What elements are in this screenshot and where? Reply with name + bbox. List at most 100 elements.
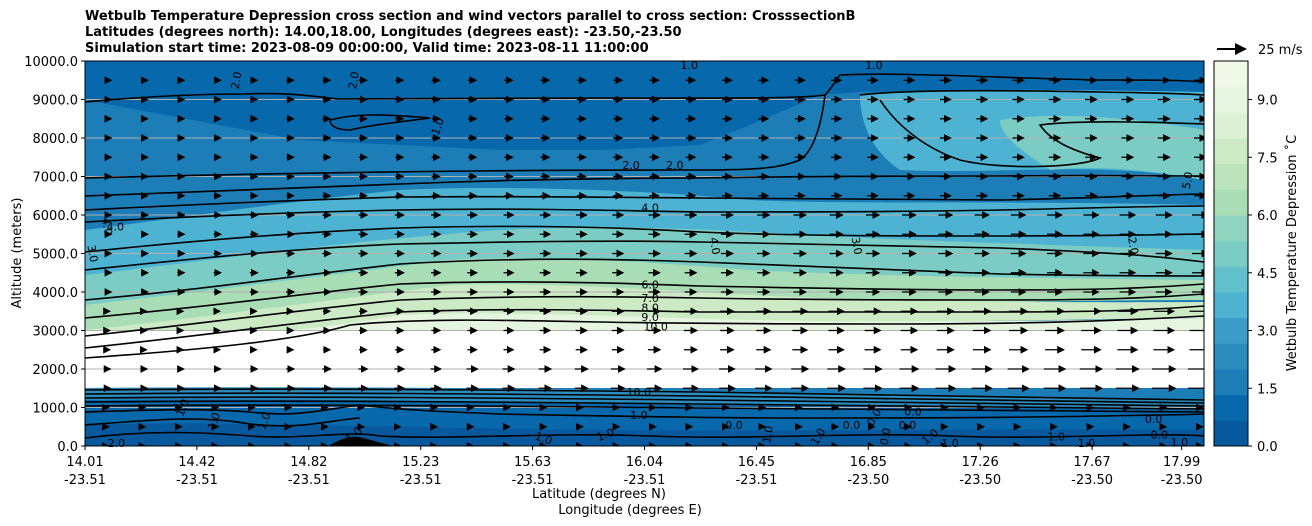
colorbar-segment xyxy=(1214,163,1248,190)
contour-label: 0.0 xyxy=(878,427,894,446)
contour-line xyxy=(328,436,391,446)
contour-label: 2.0 xyxy=(1125,236,1141,255)
wind-vectors xyxy=(102,76,1204,446)
x-tick-lat: 14.82 xyxy=(290,455,327,470)
y-tick-label: 8000.0 xyxy=(33,132,79,147)
x-tick-lat: 15.63 xyxy=(514,455,551,470)
contour-labels: 2.0 2.01.01.0 1.02.0 2.04.04.04.03.0 4.0 3.0 2… xyxy=(84,59,1195,450)
contour-line xyxy=(85,396,1204,407)
contour-label: 1.0 xyxy=(630,409,648,422)
contour-line xyxy=(85,293,1204,337)
colorbar-segment xyxy=(1214,343,1248,370)
contour-label: 1.0 xyxy=(174,397,192,418)
band-white xyxy=(85,330,1204,388)
contour-label: 4.0 xyxy=(707,236,723,255)
contour-label: 5.0 xyxy=(1180,171,1196,190)
colorbar-segment xyxy=(1214,215,1248,242)
x-tick-lat: 16.04 xyxy=(626,455,663,470)
contour-label: 4.0 xyxy=(641,201,659,214)
quiver-key-label: 25 m/s xyxy=(1258,43,1303,58)
contour-label: 4.0 xyxy=(99,217,115,236)
contour-label: 6.0 xyxy=(641,278,659,291)
contour-label: 1.0 xyxy=(865,59,883,72)
y-tick-label: 9000.0 xyxy=(33,94,79,109)
contour-label: 2.0 xyxy=(666,159,684,172)
chart-title: Wetbulb Temperature Depression cross sec… xyxy=(85,9,855,57)
contour-label: 2.0 xyxy=(108,437,126,450)
contour-line xyxy=(85,73,1204,103)
y-tick-label: 5000.0 xyxy=(33,248,79,263)
contour-line xyxy=(85,404,1204,413)
contour-label: 1.0 xyxy=(205,411,223,432)
contour-label: 4.0 xyxy=(106,221,124,234)
x-tick-lon: -23.51 xyxy=(400,473,442,488)
contour-line xyxy=(879,99,1204,168)
y-tick-label: 1000.0 xyxy=(33,402,79,417)
y-tick-label: 7000.0 xyxy=(33,171,79,186)
y-tick-label: 0.0 xyxy=(57,440,78,455)
x-tick-lon: -23.50 xyxy=(847,473,889,488)
x-tick-lon: -23.50 xyxy=(959,473,1001,488)
contour-label: 1.0 xyxy=(255,411,273,432)
y-tick-label: 10000.0 xyxy=(24,55,78,70)
colorbar-tick-label: 9.0 xyxy=(1257,94,1278,109)
contour-label: 0.0 xyxy=(904,405,922,418)
x-axis-label-lon: Longitude (degrees E) xyxy=(558,503,702,518)
colorbar-segment xyxy=(1214,112,1248,139)
x-tick-lon: -23.50 xyxy=(1071,473,1113,488)
y-tick-label: 4000.0 xyxy=(33,286,79,301)
colorbar-tick-label: 1.5 xyxy=(1257,382,1278,397)
contour-label: 1.0 xyxy=(760,425,776,444)
x-tick-lat: 17.67 xyxy=(1073,455,1110,470)
y-tick-label: 6000.0 xyxy=(33,209,79,224)
contour-label: 10.0 xyxy=(643,321,668,334)
title-line-2: Latitudes (degrees north): 14.00,18.00, … xyxy=(85,25,682,40)
x-tick-lat: 16.45 xyxy=(738,455,775,470)
y-axis: 0.0 1000.0 2000.0 3000.0 4000.0 5000.0 6000.0 7… xyxy=(24,55,85,455)
x-tick-lon: -23.51 xyxy=(512,473,554,488)
x-tick-lon: -23.50 xyxy=(1161,473,1203,488)
contour-label: 10.0 xyxy=(627,386,652,399)
contour-label: 1.0 xyxy=(941,437,959,450)
contour-label: 2.0 xyxy=(229,71,245,90)
title-line-1: Wetbulb Temperature Depression cross sec… xyxy=(85,9,856,24)
colorbar-tick-label: 3.0 xyxy=(1257,325,1278,340)
contour-label: 1.0 xyxy=(533,430,554,448)
band-pale xyxy=(85,313,1204,350)
contour-label: 1.0 xyxy=(595,426,616,444)
contour-label: 1.0 xyxy=(681,59,699,72)
contour-line xyxy=(85,400,1204,410)
contour-line xyxy=(85,315,1204,359)
colorbar-segment xyxy=(1214,189,1248,216)
contour-label: 0.0 xyxy=(725,419,743,432)
colorbar-tick-label: 7.5 xyxy=(1257,151,1278,166)
colorbar-segment xyxy=(1214,266,1248,293)
title-line-3: Simulation start time: 2023-08-09 00:00:… xyxy=(85,41,649,56)
colorbar-segment xyxy=(1214,240,1248,267)
colorbar-segment xyxy=(1214,138,1248,165)
contour-label: 0.0 xyxy=(843,419,861,432)
y-axis-label: Altitude (meters) xyxy=(10,198,25,309)
x-axis: 14.01 -23.51 14.42 -23.51 14.82 -23.51 15.23 -2… xyxy=(64,446,1203,488)
colorbar-tick-label: 6.0 xyxy=(1257,209,1278,224)
contour-label: 0.0 xyxy=(899,419,917,432)
x-tick-lat: 14.42 xyxy=(178,455,215,470)
contour-line xyxy=(85,388,1204,401)
colorbar-segment xyxy=(1214,394,1248,421)
x-axis-label-lat: Latitude (degrees N) xyxy=(532,487,666,502)
y-tick-label: 3000.0 xyxy=(33,325,79,340)
contour-label: 9.0 xyxy=(641,311,659,324)
contour-line xyxy=(85,404,1204,419)
x-tick-lat: 14.01 xyxy=(66,455,103,470)
colorbar-segment xyxy=(1214,369,1248,396)
colorbar-segment xyxy=(1214,420,1248,447)
x-tick-lat: 16.85 xyxy=(850,455,887,470)
band-upper-green xyxy=(1000,115,1204,180)
colorbar: 0.0 1.5 3.0 4.5 6.0 7.5 9.0 xyxy=(1213,60,1278,455)
colorbar-tick-label: 0.0 xyxy=(1257,440,1278,455)
contour-line xyxy=(85,94,826,179)
x-tick-lon: -23.51 xyxy=(624,473,666,488)
contour-label: 1.0 xyxy=(1048,430,1066,443)
contour-label: 3.0 xyxy=(849,236,865,255)
